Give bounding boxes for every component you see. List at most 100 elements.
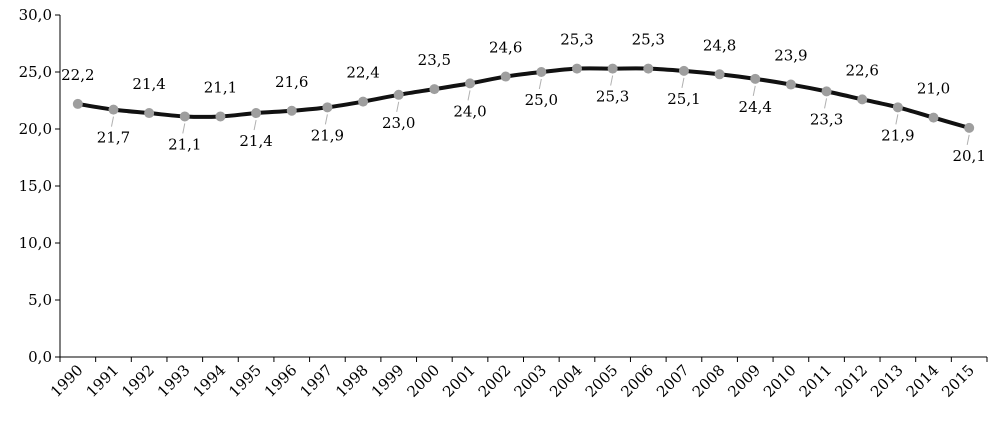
- x-tick-label: 2015: [938, 361, 978, 401]
- data-label: 24,4: [739, 98, 772, 116]
- x-tick-label: 2003: [510, 361, 550, 401]
- label-leader: [110, 116, 114, 127]
- data-point: [928, 112, 939, 123]
- data-markers: [72, 63, 975, 133]
- y-tick-label: 5,0: [28, 291, 52, 309]
- y-tick-label: 15,0: [19, 177, 52, 195]
- data-label: 24,6: [489, 39, 522, 57]
- data-point: [500, 71, 511, 82]
- label-leader: [681, 77, 685, 88]
- x-tick-label: 2013: [867, 361, 907, 401]
- data-point: [286, 105, 297, 116]
- label-leader: [182, 123, 186, 134]
- data-point: [607, 63, 618, 74]
- x-tick-label: 1992: [118, 361, 158, 401]
- data-point: [251, 108, 262, 119]
- data-point: [429, 84, 440, 95]
- data-point: [179, 111, 190, 122]
- data-point: [857, 94, 868, 105]
- x-tick-label: 2010: [760, 361, 800, 401]
- data-point: [144, 108, 155, 119]
- data-label: 22,6: [846, 61, 879, 79]
- data-label: 21,6: [275, 73, 308, 91]
- data-label: 23,0: [382, 114, 415, 132]
- data-label: 21,9: [311, 126, 344, 144]
- data-label: 21,1: [168, 135, 201, 153]
- x-tick-label: 1994: [190, 361, 230, 401]
- data-label: 22,4: [346, 64, 379, 82]
- data-label: 21,4: [132, 75, 165, 93]
- data-label: 25,0: [525, 91, 558, 109]
- data-label: 21,1: [204, 78, 237, 96]
- x-tick-label: 2005: [582, 361, 622, 401]
- data-label: 21,0: [917, 80, 950, 98]
- x-tick-label: 2014: [903, 361, 943, 401]
- data-point: [322, 102, 333, 113]
- data-point: [678, 65, 689, 76]
- x-tick-label: 2009: [724, 361, 764, 401]
- label-leader: [253, 119, 257, 131]
- label-leader: [467, 90, 471, 101]
- data-label: 23,3: [810, 110, 843, 128]
- x-tick-label: 2004: [546, 361, 586, 401]
- y-tick-label: 10,0: [19, 234, 52, 252]
- y-tick-label: 20,0: [19, 120, 52, 138]
- data-point: [536, 67, 547, 77]
- label-leader: [610, 75, 614, 86]
- data-label: 21,7: [97, 129, 130, 147]
- y-axis: 0,0 5,0 10,0 15,0 20,0 25,0 30,0: [19, 6, 61, 366]
- data-label: 23,9: [774, 47, 807, 65]
- x-tick-label: 1996: [261, 361, 301, 401]
- label-leader: [752, 85, 756, 96]
- x-tick-label: 2001: [439, 361, 479, 401]
- x-tick-label: 2008: [689, 361, 729, 401]
- data-label: 20,1: [952, 147, 985, 165]
- data-point: [393, 89, 404, 100]
- y-tick-label: 30,0: [19, 6, 52, 24]
- x-tick-label: 2007: [653, 361, 693, 401]
- data-point: [714, 69, 725, 80]
- data-label: 21,4: [239, 132, 272, 150]
- data-point: [108, 104, 119, 115]
- data-point: [892, 102, 903, 113]
- x-tick-label: 2000: [403, 361, 443, 401]
- data-point: [821, 86, 832, 97]
- label-leader: [538, 78, 542, 90]
- label-leader: [966, 134, 970, 145]
- data-label: 25,3: [596, 88, 629, 106]
- x-tick-label: 1993: [154, 361, 194, 401]
- x-tick-label: 2012: [831, 361, 871, 401]
- label-leader: [824, 98, 828, 109]
- data-label: 23,5: [418, 51, 451, 69]
- data-labels: 22,2 21,7 21,4 21,1 21,1 21,4 21,6 21,9 22,4 23,0…: [61, 31, 986, 165]
- data-label: 25,3: [632, 31, 665, 49]
- y-tick-label: 25,0: [19, 63, 52, 81]
- x-tick-label: 1995: [225, 361, 265, 401]
- data-point: [571, 63, 582, 74]
- x-tick-label: 1990: [47, 361, 87, 401]
- x-axis: 1990199119921993199419951996199719981999…: [47, 356, 988, 401]
- data-point: [215, 111, 226, 122]
- x-tick-label: 1998: [332, 361, 372, 401]
- data-label: 25,1: [667, 90, 700, 108]
- label-leader: [324, 114, 328, 125]
- data-point: [964, 122, 975, 133]
- data-label: 24,0: [453, 102, 486, 120]
- x-tick-label: 2006: [617, 361, 657, 401]
- data-point: [358, 96, 369, 107]
- x-tick-label: 2011: [796, 361, 836, 401]
- data-point: [72, 98, 83, 109]
- data-point: [643, 63, 654, 74]
- label-leaders: [110, 75, 970, 145]
- x-tick-label: 1991: [83, 361, 123, 401]
- y-tick-label: 0,0: [28, 348, 52, 366]
- x-tick-label: 2002: [475, 361, 515, 401]
- data-point: [785, 79, 796, 90]
- data-label: 21,9: [881, 126, 914, 144]
- data-point: [750, 73, 761, 84]
- data-label: 24,8: [703, 36, 736, 54]
- x-tick-label: 1999: [368, 361, 408, 401]
- data-point: [465, 78, 476, 89]
- data-label: 22,2: [61, 66, 94, 84]
